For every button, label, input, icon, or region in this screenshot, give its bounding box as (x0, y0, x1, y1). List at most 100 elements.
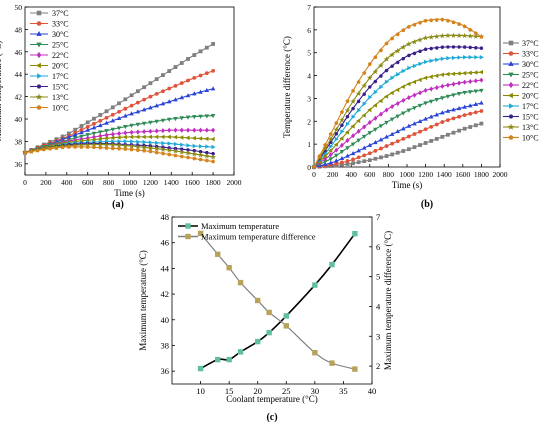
b-data-point (423, 116, 428, 121)
c-data-point (266, 309, 272, 316)
a-data-point (173, 153, 178, 158)
b-data-point (334, 132, 339, 136)
a-data-point (85, 120, 90, 125)
b-legend-label: 33°C (522, 50, 539, 59)
b-data-point (457, 80, 462, 86)
a-x-axis-title: Time (s) (114, 188, 144, 198)
c-y-tick-label: 36 (161, 366, 170, 376)
a-data-point (79, 130, 84, 135)
a-data-point (192, 127, 197, 133)
b-data-point (445, 82, 450, 88)
a-data-point (122, 142, 129, 149)
b-data-point (361, 113, 366, 118)
c-data-point (237, 349, 244, 355)
b-data-point (362, 101, 367, 107)
a-data-point (167, 152, 172, 157)
a-data-point (179, 81, 184, 86)
b-data-point (345, 153, 350, 158)
b-data-point (339, 160, 344, 165)
b-data-point (473, 46, 478, 50)
b-data-point (406, 147, 411, 152)
b-data-point (339, 136, 344, 141)
b-data-point (334, 161, 339, 166)
a-data-point (211, 152, 216, 156)
c-data-point (255, 338, 261, 345)
b-panel-label: (b) (421, 199, 433, 210)
a-data-point (85, 144, 90, 149)
a-data-point (204, 114, 210, 119)
a-x-tick-label: 800 (103, 178, 115, 187)
a-data-point (130, 139, 135, 144)
b-data-point (401, 111, 406, 116)
b-data-point (418, 61, 423, 67)
b-data-point (440, 134, 445, 139)
a-data-point (211, 144, 216, 150)
a-data-point (160, 134, 165, 140)
b-data-point (362, 159, 367, 164)
b-x-tick-label: 600 (364, 170, 376, 179)
b-data-point (440, 56, 445, 62)
a-data-point (204, 136, 209, 142)
a-data-point (79, 124, 84, 128)
a-data-point (60, 145, 65, 150)
a-data-point (35, 148, 40, 153)
b-data-point (478, 69, 483, 75)
a-data-point (147, 145, 154, 151)
b-data-point (473, 101, 479, 106)
b-data-point (395, 114, 400, 119)
b-y-tick-label: 2 (307, 117, 311, 126)
b-data-point (423, 87, 428, 94)
b-data-point (434, 97, 440, 103)
b-data-point (373, 115, 378, 121)
a-legend-marker (36, 104, 42, 110)
a-data-point (135, 100, 140, 105)
b-data-point (468, 78, 473, 85)
a-y-tick-label: 46 (15, 48, 23, 57)
c-legend-label: Maximum temperature (201, 221, 279, 231)
b-x-tick-label: 2000 (493, 170, 508, 179)
a-data-point (117, 109, 121, 114)
b-data-point (429, 139, 434, 143)
c-y-tick-label: 38 (161, 340, 170, 350)
b-data-point (406, 123, 412, 128)
a-data-point (210, 86, 216, 91)
b-data-point (400, 84, 405, 90)
b-data-point (473, 31, 478, 36)
a-data-point (92, 116, 96, 121)
b-data-point (479, 88, 484, 93)
a-data-point (161, 140, 166, 146)
b-data-point (344, 107, 351, 114)
b-data-point (350, 98, 356, 104)
b-data-point (350, 142, 356, 147)
b-legend-marker (508, 51, 514, 56)
a-data-point (147, 134, 152, 140)
a-x-tick-label: 1000 (122, 178, 137, 187)
b-data-point (418, 90, 422, 96)
b-data-point (395, 100, 400, 107)
a-data-point (110, 118, 116, 123)
b-data-point (423, 75, 428, 81)
a-data-point (129, 103, 134, 108)
b-data-point (379, 155, 383, 160)
b-data-point (418, 129, 422, 134)
a-data-point (179, 154, 184, 159)
a-data-point (198, 49, 203, 54)
b-data-point (457, 128, 461, 133)
b-data-point (434, 73, 439, 79)
a-legend-label: 17°C (52, 72, 69, 81)
a-data-point (191, 135, 196, 141)
b-data-point (367, 62, 372, 66)
a-data-point (167, 141, 172, 146)
a-data-point (155, 140, 160, 146)
b-data-point (378, 98, 383, 104)
a-data-point (103, 141, 110, 148)
c-y2-tick-label: 5 (376, 272, 380, 282)
a-data-point (116, 126, 122, 131)
b-legend-marker (508, 134, 514, 140)
b-legend-label: 17°C (522, 102, 539, 111)
b-legend-marker (508, 40, 514, 46)
b-data-point (384, 41, 389, 46)
a-x-tick-label: 1400 (164, 178, 179, 187)
b-data-point (367, 151, 372, 156)
b-data-point (356, 160, 361, 165)
